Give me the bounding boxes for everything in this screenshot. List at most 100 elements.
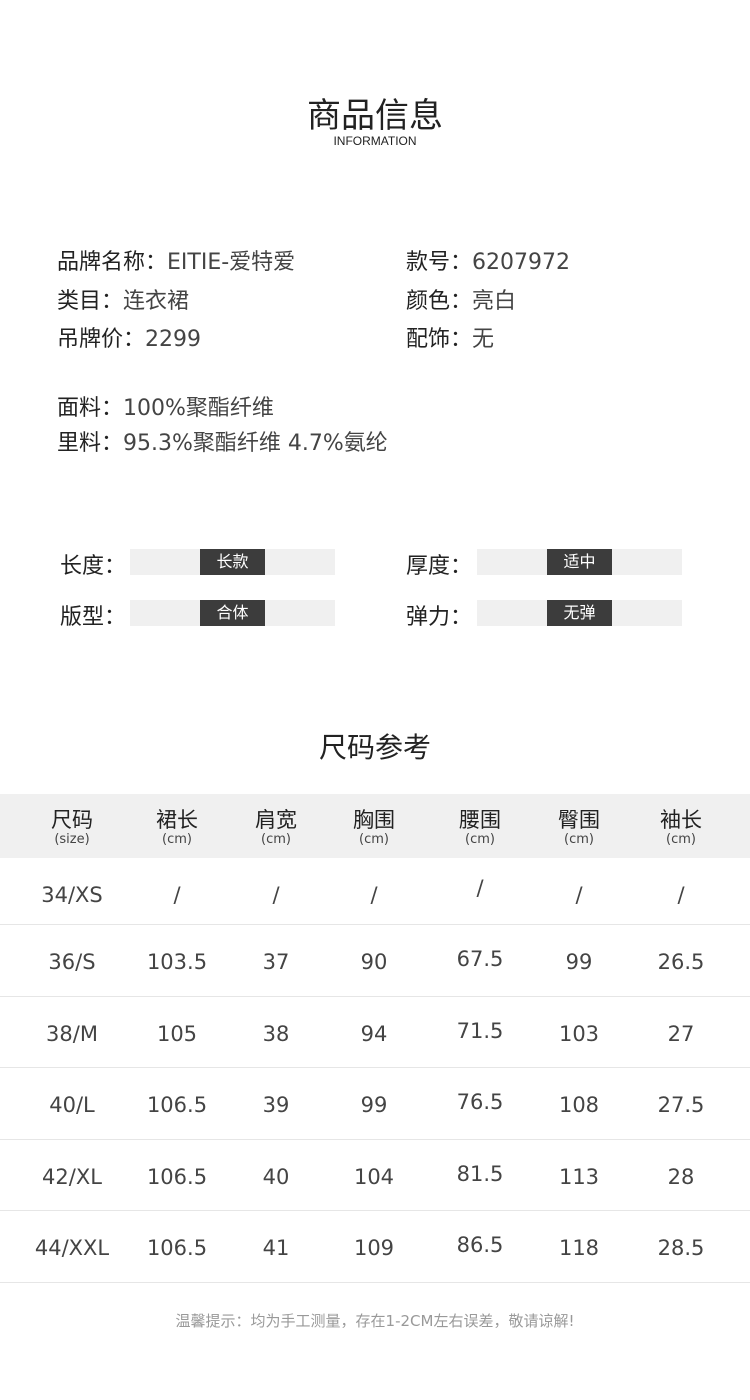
accessory-info: 配饰：无 xyxy=(406,321,494,353)
accessory-value: 无 xyxy=(472,327,495,352)
table-cell: 36/S xyxy=(48,950,96,974)
table-cell: 42/XL xyxy=(42,1165,102,1189)
fit-tag: 合体 xyxy=(200,600,265,626)
table-cell: 27.5 xyxy=(657,1093,705,1117)
lining-label: 里料： xyxy=(57,431,124,456)
table-cell: / xyxy=(370,883,378,907)
table-cell: 38/M xyxy=(46,1022,98,1046)
table-row: 42/XL 106.5 40 104 81.5 113 28 xyxy=(0,1140,750,1211)
color-info: 颜色：亮白 xyxy=(406,283,516,315)
table-cell: 103 xyxy=(558,1022,600,1046)
accessory-label: 配饰： xyxy=(406,327,473,352)
table-cell: 67.5 xyxy=(456,947,504,971)
table-cell: 34/XS xyxy=(41,883,103,907)
table-cell: 108 xyxy=(558,1093,600,1117)
table-cell: / xyxy=(173,883,181,907)
category-value: 连衣裙 xyxy=(123,289,190,314)
size-table-header: 尺码 (size) 裙长 (cm) 肩宽 (cm) 胸围 (cm) 腰围 (cm) 臀围 (cm) 袖长… xyxy=(0,794,750,858)
fit-label: 版型： xyxy=(60,605,127,630)
column-header: 腰围 xyxy=(459,808,501,832)
table-cell: 76.5 xyxy=(456,1090,504,1114)
table-cell: 28.5 xyxy=(657,1236,705,1260)
fabric-label: 面料： xyxy=(57,396,124,421)
table-cell: / xyxy=(272,883,280,907)
length-tag: 长款 xyxy=(200,549,265,575)
table-cell: 44/XXL xyxy=(34,1236,110,1260)
table-row: 36/S 103.5 37 90 67.5 99 26.5 xyxy=(0,925,750,997)
column-unit: (cm) xyxy=(465,832,495,847)
table-cell: / xyxy=(476,876,484,900)
fabric-info: 面料：100%聚酯纤维 xyxy=(57,390,274,422)
elasticity-label: 弹力： xyxy=(406,605,473,630)
price-value: 2299 xyxy=(145,327,202,352)
table-cell: 86.5 xyxy=(456,1233,504,1257)
elasticity-tag: 无弹 xyxy=(547,600,612,626)
column-header: 肩宽 xyxy=(255,808,297,832)
brand-info: 品牌名称：EITIE-爱特爱 xyxy=(57,244,295,276)
table-cell: 28 xyxy=(667,1165,695,1189)
page-subtitle: INFORMATION xyxy=(333,134,417,148)
table-cell: 99 xyxy=(565,950,593,974)
style-no-label: 款号： xyxy=(406,250,473,275)
table-cell: 71.5 xyxy=(456,1019,504,1043)
style-no-info: 款号：6207972 xyxy=(406,244,570,276)
thickness-label: 厚度： xyxy=(406,554,473,579)
table-cell: 106.5 xyxy=(146,1236,208,1260)
price-info: 吊牌价：2299 xyxy=(57,321,201,353)
table-cell: 109 xyxy=(353,1236,395,1260)
table-cell: 106.5 xyxy=(146,1093,208,1117)
column-unit: (cm) xyxy=(359,832,389,847)
fit-bar: 合体 xyxy=(130,600,335,626)
table-cell: 40/L xyxy=(49,1093,95,1117)
category-label: 类目： xyxy=(57,289,124,314)
table-cell: 26.5 xyxy=(657,950,705,974)
table-cell: 81.5 xyxy=(456,1162,504,1186)
table-cell: 27 xyxy=(667,1022,695,1046)
table-row: 40/L 106.5 39 99 76.5 108 27.5 xyxy=(0,1068,750,1140)
elasticity-bar: 无弹 xyxy=(477,600,682,626)
table-cell: 40 xyxy=(262,1165,290,1189)
length-label: 长度： xyxy=(60,554,127,579)
measurement-note: 温馨提示：均为手工测量，存在1-2CM左右误差，敬请谅解! xyxy=(175,1312,575,1330)
category-info: 类目：连衣裙 xyxy=(57,283,189,315)
color-value: 亮白 xyxy=(472,289,517,314)
thickness-bar: 适中 xyxy=(477,549,682,575)
table-cell: 94 xyxy=(360,1022,388,1046)
table-cell: 118 xyxy=(558,1236,600,1260)
column-unit: (cm) xyxy=(666,832,696,847)
style-no-value: 6207972 xyxy=(472,250,570,275)
thickness-tag: 适中 xyxy=(547,549,612,575)
table-cell: 104 xyxy=(353,1165,395,1189)
table-cell: / xyxy=(575,883,583,907)
lining-value: 95.3%聚酯纤维 4.7%氨纶 xyxy=(123,431,388,456)
column-header: 尺码 xyxy=(51,808,93,832)
table-cell: 37 xyxy=(262,950,290,974)
table-cell: 103.5 xyxy=(146,950,208,974)
table-cell: 99 xyxy=(360,1093,388,1117)
brand-value: EITIE-爱特爱 xyxy=(167,250,296,275)
length-bar: 长款 xyxy=(130,549,335,575)
lining-info: 里料：95.3%聚酯纤维 4.7%氨纶 xyxy=(57,425,388,457)
color-label: 颜色： xyxy=(406,289,473,314)
table-row: 38/M 105 38 94 71.5 103 27 xyxy=(0,997,750,1068)
column-header: 臀围 xyxy=(558,808,600,832)
column-header: 袖长 xyxy=(660,808,702,832)
table-cell: 41 xyxy=(262,1236,290,1260)
brand-label: 品牌名称： xyxy=(57,250,168,275)
column-unit: (cm) xyxy=(564,832,594,847)
price-label: 吊牌价： xyxy=(57,327,146,352)
column-unit: (size) xyxy=(54,832,90,847)
column-unit: (cm) xyxy=(261,832,291,847)
table-cell: 39 xyxy=(262,1093,290,1117)
table-row: 44/XXL 106.5 41 109 86.5 118 28.5 xyxy=(0,1211,750,1283)
table-cell: 105 xyxy=(156,1022,198,1046)
column-header: 裙长 xyxy=(156,808,198,832)
fabric-value: 100%聚酯纤维 xyxy=(123,396,274,421)
table-cell: / xyxy=(677,883,685,907)
table-cell: 90 xyxy=(360,950,388,974)
column-unit: (cm) xyxy=(162,832,192,847)
table-cell: 113 xyxy=(558,1165,600,1189)
table-cell: 38 xyxy=(262,1022,290,1046)
page-title: 商品信息 xyxy=(307,96,443,136)
size-chart-title: 尺码参考 xyxy=(318,731,431,764)
